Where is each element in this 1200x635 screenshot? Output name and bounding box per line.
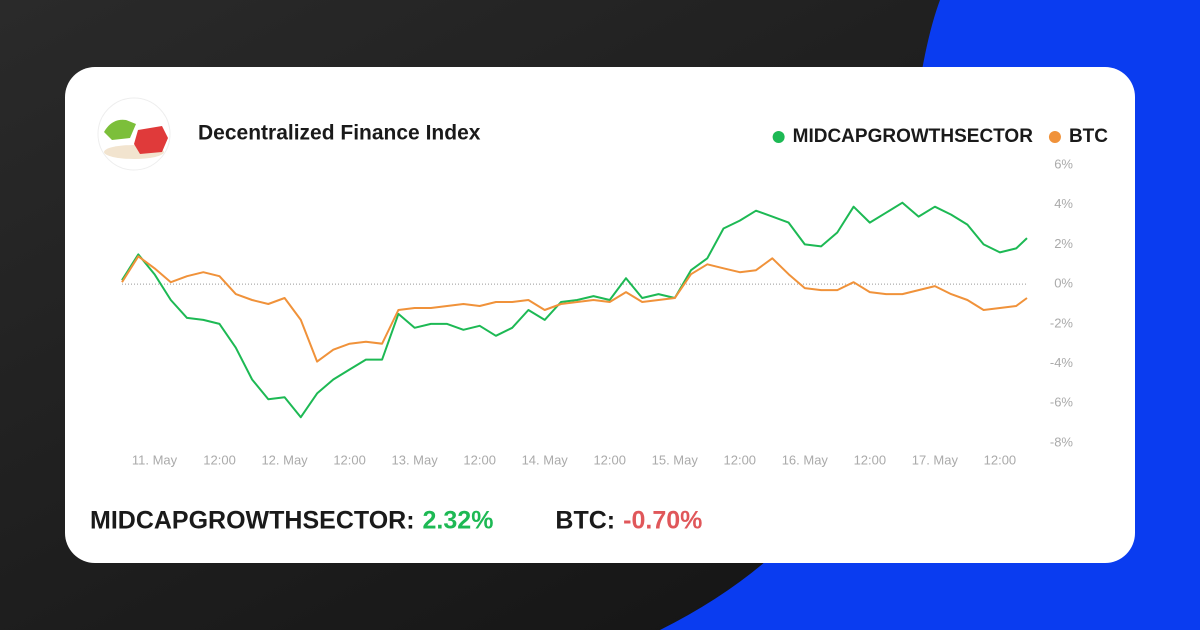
x-tick-label: 12:00 — [333, 452, 366, 467]
card — [65, 67, 1135, 563]
logo-bull — [104, 119, 136, 140]
legend-label: BTC — [1069, 126, 1108, 147]
summary-value: 2.32% — [423, 507, 494, 535]
series-line — [121, 201, 1028, 419]
logo-bear — [134, 126, 168, 154]
legend-marker — [1048, 131, 1061, 143]
x-tick-label: 12. May — [261, 452, 308, 467]
x-tick-label: 14. May — [522, 452, 569, 467]
series-line — [121, 255, 1028, 363]
y-tick-label: -4% — [1050, 355, 1074, 370]
x-tick-label: 12:00 — [854, 452, 887, 467]
summary-value: -0.70% — [623, 507, 702, 535]
x-tick-label: 13. May — [392, 452, 439, 467]
y-tick-label: -8% — [1050, 434, 1074, 449]
x-tick-label: 12:00 — [984, 452, 1017, 467]
x-tick-label: 12:00 — [724, 452, 757, 467]
y-tick-label: -6% — [1050, 395, 1074, 410]
y-tick-label: 4% — [1054, 196, 1073, 211]
x-tick-label: 12:00 — [203, 452, 236, 467]
logo — [97, 97, 171, 171]
y-tick-label: 0% — [1054, 276, 1073, 291]
legend-marker — [772, 131, 785, 143]
summary-label: MIDCAPGROWTHSECTOR: — [90, 507, 415, 535]
x-tick-label: 15. May — [652, 452, 699, 467]
chart-title: Decentralized Finance Index — [198, 122, 481, 145]
y-tick-label: 2% — [1054, 236, 1073, 251]
x-tick-label: 12:00 — [593, 452, 626, 467]
legend-label: MIDCAPGROWTHSECTOR — [793, 126, 1034, 147]
y-tick-label: -2% — [1050, 315, 1074, 330]
x-tick-label: 11. May — [132, 452, 178, 467]
x-tick-label: 12:00 — [463, 452, 496, 467]
x-tick-label: 17. May — [912, 452, 959, 467]
summary-label: BTC: — [555, 507, 615, 535]
x-tick-label: 16. May — [782, 452, 829, 467]
y-tick-label: 6% — [1054, 156, 1073, 171]
